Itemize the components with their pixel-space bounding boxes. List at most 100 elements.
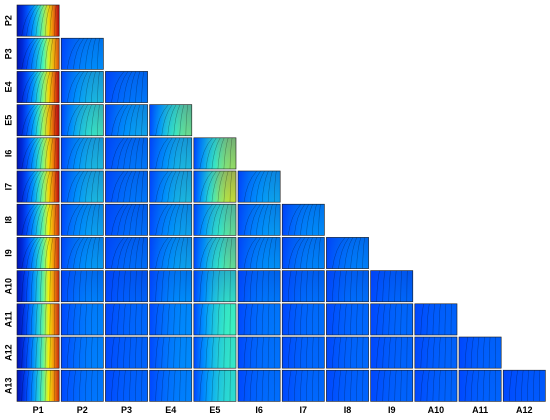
contour-line — [400, 270, 402, 302]
panel-border — [326, 303, 369, 336]
contour-line — [129, 336, 132, 369]
contour-line — [91, 370, 93, 402]
contour-line — [26, 71, 39, 103]
contour-line — [26, 137, 39, 170]
contour-line — [26, 336, 30, 369]
contour-line — [223, 204, 229, 236]
contour-line — [223, 237, 229, 269]
contour-line — [155, 204, 169, 236]
contour-line — [185, 237, 189, 269]
contour-line — [420, 370, 424, 402]
contour-line — [161, 137, 173, 170]
contour-line — [73, 204, 84, 236]
contour-line — [21, 71, 35, 103]
panel-shade — [61, 137, 104, 169]
contour-line — [129, 237, 136, 269]
contour-line — [199, 204, 213, 236]
contour-line — [482, 336, 485, 369]
column-label-A12: A12 — [516, 405, 533, 415]
contour-line — [40, 204, 48, 236]
panel-shade — [370, 303, 413, 335]
panel-border — [237, 369, 281, 402]
contour-line — [117, 336, 121, 369]
contour-line — [350, 336, 353, 369]
contour-line — [432, 336, 435, 369]
contour-line — [300, 303, 303, 336]
panel-border — [16, 336, 60, 369]
contour-line — [21, 336, 25, 369]
contour-line — [79, 104, 88, 136]
contour-line — [211, 204, 221, 236]
panel-I7-P1 — [16, 170, 60, 203]
contour-line — [35, 336, 38, 369]
contour-line — [223, 303, 226, 336]
panel-I7-I6 — [237, 170, 281, 203]
contour-line — [199, 170, 213, 203]
contour-line — [406, 303, 408, 336]
contour-line — [73, 370, 76, 402]
contour-line — [49, 170, 54, 203]
contour-line — [141, 370, 143, 402]
contour-line — [73, 137, 84, 170]
contour-line — [117, 370, 121, 402]
contour-line — [54, 204, 57, 236]
panel-border — [326, 336, 369, 369]
contour-line — [30, 38, 42, 70]
contour-line — [488, 336, 491, 369]
panel-shade — [149, 370, 192, 402]
panel-shade — [149, 270, 192, 302]
contour-line — [97, 370, 99, 402]
panel-A12-I7 — [281, 336, 325, 369]
contour-line — [350, 303, 353, 336]
contour-line — [85, 137, 92, 170]
contour-line — [67, 270, 71, 302]
contour-line — [249, 237, 261, 269]
contour-line — [400, 303, 402, 336]
contour-line — [426, 370, 430, 402]
contour-line — [312, 204, 317, 236]
panel-border — [105, 303, 148, 336]
contour-line — [97, 303, 99, 336]
contour-line — [229, 170, 233, 203]
contour-line — [117, 104, 129, 136]
contour-line — [91, 336, 93, 369]
panel-I9-I8 — [326, 237, 369, 269]
contour-line — [123, 71, 133, 103]
panel-shade — [105, 370, 148, 402]
contour-line — [344, 237, 354, 269]
panel-shade — [326, 303, 369, 335]
panel-border — [326, 369, 369, 402]
panel-border — [370, 303, 414, 336]
contour-line — [294, 237, 305, 269]
contour-line — [40, 170, 48, 203]
contour-line — [161, 204, 173, 236]
contour-line — [67, 38, 81, 70]
contour-line — [211, 137, 221, 170]
contour-line — [294, 303, 297, 336]
contour-line — [97, 204, 100, 236]
panel-A10-I7 — [281, 270, 325, 303]
contour-line — [376, 270, 380, 302]
contour-line — [288, 270, 292, 302]
panel-shade — [193, 137, 236, 169]
panel-P3-P2 — [60, 37, 104, 70]
contour-line — [288, 237, 302, 269]
row-labels: P2 P3 E4 E5 I6 I7 I8 I9 A10 A11 A12 A13 — [3, 15, 13, 394]
contour-line — [356, 237, 361, 269]
contour-line — [388, 270, 391, 302]
panel-shade — [414, 370, 457, 402]
contour-line — [167, 137, 177, 170]
contour-line — [205, 170, 217, 203]
panel-A13-A12 — [502, 369, 546, 402]
contour-line — [267, 270, 270, 302]
panel-I6-P3 — [105, 137, 148, 170]
panel-shade — [105, 171, 148, 203]
panel-border — [193, 137, 237, 170]
contour-line — [217, 170, 225, 203]
panel-border — [16, 237, 60, 269]
contour-line — [21, 4, 35, 37]
contour-line — [223, 270, 226, 302]
contour-line — [229, 303, 231, 336]
row-label-I6: I6 — [3, 150, 13, 158]
panel-shade — [326, 337, 369, 369]
